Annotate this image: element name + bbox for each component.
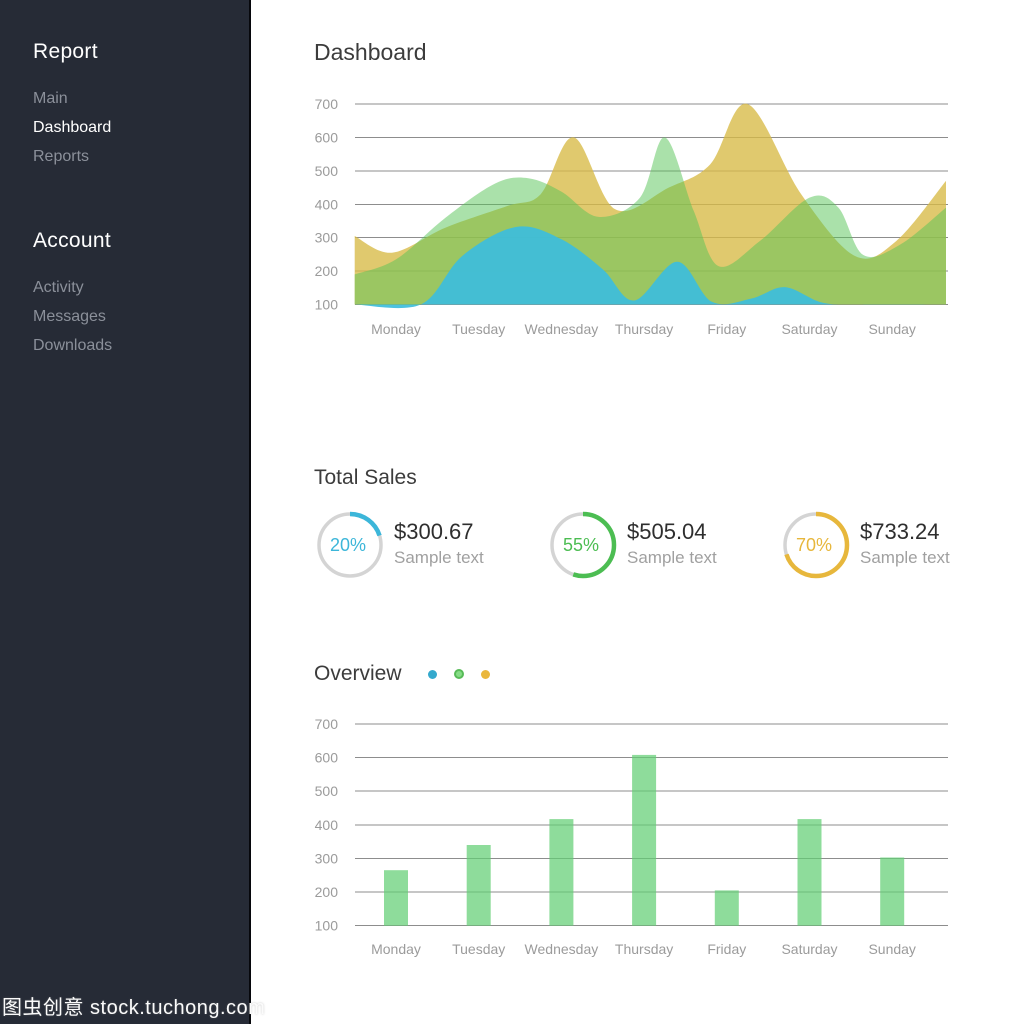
x-label-friday: Friday	[707, 941, 746, 957]
y-tick-700: 700	[315, 96, 339, 112]
area-series-blue	[354, 226, 946, 309]
x-label-tuesday: Tuesday	[452, 941, 505, 957]
bar-thursday	[632, 754, 657, 926]
bar-wednesday	[549, 819, 574, 926]
x-label-sunday: Sunday	[868, 941, 915, 957]
y-tick-600: 600	[315, 129, 339, 145]
progress-ring-55%: 55%	[549, 511, 617, 579]
y-tick-100: 100	[315, 297, 339, 313]
sale-amount: $505.04	[627, 519, 707, 544]
sidebar-item-dashboard[interactable]: Dashboard	[33, 119, 112, 136]
y-tick-400: 400	[315, 817, 339, 833]
x-label-thursday: Thursday	[615, 941, 673, 957]
bar-friday	[714, 890, 739, 926]
area-series-green	[354, 137, 946, 305]
x-label-tuesday: Tuesday	[452, 321, 505, 337]
sidebar-section-report: Report Main Dashboard Reports	[33, 40, 249, 171]
ring-progress	[316, 511, 384, 579]
y-tick-100: 100	[315, 918, 339, 934]
weekly-bar-chart: 100 200 300 400 500 600 700 Monday Tuesday Wednes…	[315, 716, 948, 957]
legend-dot-blue-series[interactable]	[427, 669, 437, 679]
sale-subtitle: Sample text	[394, 548, 484, 567]
sidebar-heading-account: Account	[33, 229, 111, 252]
sidebar-item-downloads[interactable]: Downloads	[33, 337, 113, 354]
sale-subtitle: Sample text	[627, 548, 717, 567]
sale-info: $505.04 Sample text	[627, 510, 717, 580]
sale-subtitle: Sample text	[860, 548, 950, 567]
sidebar-item-reports[interactable]: Reports	[33, 148, 90, 165]
sale-info: $300.67 Sample text	[394, 510, 484, 580]
overview-header: Overview	[314, 662, 490, 686]
weekly-area-chart: 100 200 300 400 500 600 700 Monday Tuesday Wednes…	[315, 96, 948, 337]
y-tick-300: 300	[315, 230, 339, 246]
percent-label: 20%	[330, 535, 366, 555]
watermark: 图虫创意 stock.tuchong.com	[2, 997, 266, 1019]
y-tick-300: 300	[315, 851, 339, 867]
percent-label: 70%	[796, 535, 832, 555]
overview-title: Overview	[314, 662, 402, 685]
percent-label: 55%	[563, 535, 599, 555]
ring-progress	[782, 511, 850, 579]
bar-monday	[384, 870, 408, 926]
x-label-monday: Monday	[371, 321, 421, 337]
x-label-saturday: Saturday	[781, 941, 837, 957]
x-label-wednesday: Wednesday	[525, 941, 599, 957]
progress-ring-20%: 20%	[316, 511, 384, 579]
sidebar: Report Main Dashboard Reports Account Activit…	[0, 0, 251, 1024]
legend-dot-green-series[interactable]	[453, 669, 464, 679]
sale-amount: $733.24	[860, 519, 940, 544]
ring-progress	[549, 511, 617, 579]
x-label-thursday: Thursday	[615, 321, 673, 337]
progress-ring-70%: 70%	[782, 511, 850, 579]
sidebar-section-account: Account Activity Messages Downloads	[33, 229, 249, 360]
bar-tuesday	[466, 845, 491, 926]
x-label-sunday: Sunday	[868, 321, 915, 337]
sidebar-item-activity[interactable]: Activity	[33, 279, 84, 296]
bar-saturday	[797, 819, 822, 926]
x-label-saturday: Saturday	[781, 321, 837, 337]
bar-sunday	[880, 857, 905, 926]
y-tick-500: 500	[315, 163, 339, 179]
y-tick-500: 500	[315, 783, 339, 799]
page-title: Dashboard	[314, 39, 427, 65]
y-tick-200: 200	[315, 263, 339, 279]
y-tick-400: 400	[315, 196, 339, 212]
x-label-monday: Monday	[371, 941, 421, 957]
x-label-wednesday: Wednesday	[525, 321, 599, 337]
total-sales-title: Total Sales	[314, 466, 417, 489]
sidebar-item-messages[interactable]: Messages	[33, 308, 106, 325]
sale-amount: $300.67	[394, 519, 474, 544]
sidebar-heading-report: Report	[33, 40, 98, 63]
legend-dot-yellow-series[interactable]	[480, 669, 490, 679]
y-tick-200: 200	[315, 884, 339, 900]
sales-card-2: 55% $505.04 Sample text	[548, 510, 717, 580]
x-label-friday: Friday	[707, 321, 746, 337]
sales-card-1: 20% $300.67 Sample text	[315, 510, 484, 580]
y-tick-600: 600	[315, 750, 339, 766]
sales-card-3: 70% $733.24 Sample text	[781, 510, 950, 580]
sidebar-item-main[interactable]: Main	[33, 90, 68, 107]
y-tick-700: 700	[315, 716, 339, 732]
chart-legend	[427, 669, 490, 679]
sale-info: $733.24 Sample text	[860, 510, 950, 580]
